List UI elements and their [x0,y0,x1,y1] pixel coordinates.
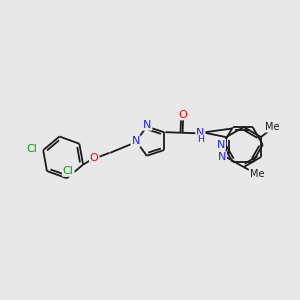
Text: Me: Me [250,169,264,179]
Text: Me: Me [265,122,279,132]
Text: N: N [143,120,152,130]
Text: H: H [197,135,204,144]
Text: N: N [217,140,225,150]
Text: N: N [131,136,140,146]
Text: Cl: Cl [63,166,74,176]
Text: N: N [196,128,205,138]
Text: Cl: Cl [27,144,38,154]
Text: N: N [218,152,226,162]
Text: O: O [90,153,99,163]
Text: O: O [178,110,187,119]
